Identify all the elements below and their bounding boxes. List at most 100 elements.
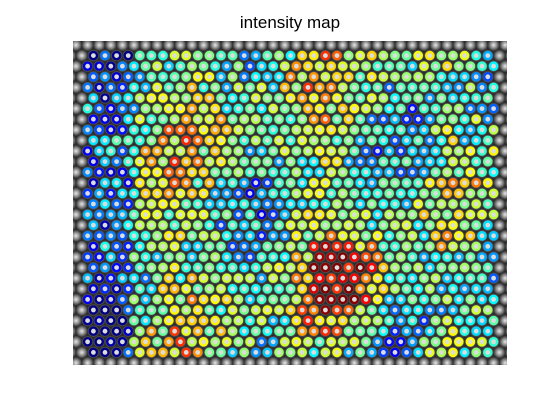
intensity-marker [332, 114, 342, 124]
intensity-marker [308, 262, 319, 273]
lattice-spot [73, 219, 77, 231]
intensity-marker [140, 273, 151, 284]
intensity-marker [349, 209, 360, 220]
intensity-marker [239, 241, 249, 252]
intensity-marker [453, 146, 464, 156]
intensity-marker [233, 167, 244, 177]
intensity-marker [285, 283, 296, 294]
intensity-marker [216, 241, 226, 252]
intensity-marker [378, 220, 389, 230]
intensity-marker [239, 114, 249, 124]
intensity-marker [279, 273, 290, 284]
intensity-marker [268, 125, 279, 135]
intensity-marker [477, 273, 487, 284]
lattice-spot [417, 41, 431, 52]
intensity-marker [216, 220, 226, 230]
intensity-marker [471, 72, 482, 82]
intensity-marker [152, 294, 162, 305]
intensity-marker [303, 315, 313, 326]
intensity-marker [303, 188, 313, 199]
intensity-marker [459, 72, 470, 82]
intensity-marker [192, 135, 203, 146]
intensity-marker [233, 336, 244, 347]
intensity-marker [395, 167, 406, 177]
intensity-marker [372, 125, 383, 135]
intensity-marker [117, 167, 128, 177]
intensity-marker [146, 199, 157, 209]
intensity-marker [279, 146, 290, 156]
intensity-marker [366, 220, 377, 230]
lattice-spot [499, 335, 507, 348]
intensity-marker [332, 220, 342, 230]
intensity-marker [459, 93, 470, 103]
intensity-marker [343, 50, 354, 61]
intensity-marker [250, 114, 261, 124]
intensity-marker [221, 103, 232, 114]
intensity-marker [442, 336, 453, 347]
lattice-spot [278, 41, 291, 52]
intensity-marker [459, 50, 470, 61]
intensity-marker [274, 262, 284, 273]
intensity-marker [245, 209, 255, 220]
intensity-marker [262, 156, 273, 167]
intensity-marker [413, 135, 424, 146]
intensity-marker [361, 188, 371, 199]
intensity-marker [94, 188, 104, 199]
lattice-spot [325, 356, 338, 365]
intensity-marker [465, 82, 476, 93]
intensity-marker [256, 336, 267, 347]
intensity-marker [366, 241, 377, 252]
intensity-marker [378, 283, 389, 294]
intensity-marker [88, 50, 99, 61]
intensity-marker [274, 93, 284, 103]
intensity-marker [419, 336, 429, 347]
intensity-marker [279, 230, 290, 241]
intensity-marker [198, 336, 209, 347]
intensity-marker [424, 135, 435, 146]
intensity-marker [192, 326, 203, 337]
intensity-marker [471, 220, 482, 230]
intensity-marker [320, 72, 331, 82]
intensity-marker [204, 72, 215, 82]
intensity-marker [314, 125, 325, 135]
intensity-marker [221, 252, 232, 262]
intensity-marker [204, 283, 215, 294]
intensity-marker [198, 146, 209, 156]
intensity-marker [227, 283, 238, 294]
intensity-marker [390, 262, 400, 273]
intensity-marker [453, 273, 464, 284]
intensity-marker [395, 125, 406, 135]
intensity-marker [245, 103, 255, 114]
intensity-marker [453, 252, 464, 262]
intensity-marker [216, 177, 226, 188]
intensity-marker [140, 230, 151, 241]
lattice-spot [499, 314, 507, 327]
intensity-marker [123, 114, 133, 124]
intensity-marker [349, 125, 360, 135]
intensity-marker [158, 114, 168, 124]
intensity-marker [407, 125, 418, 135]
intensity-marker [169, 220, 180, 230]
lattice-spot [220, 356, 233, 365]
intensity-marker [361, 167, 371, 177]
intensity-marker [111, 347, 122, 358]
intensity-marker [355, 199, 366, 209]
intensity-marker [442, 167, 453, 177]
intensity-marker [146, 326, 157, 337]
intensity-marker [163, 209, 174, 220]
intensity-marker [430, 103, 441, 114]
intensity-marker [424, 220, 435, 230]
intensity-marker [94, 230, 104, 241]
intensity-marker [256, 167, 267, 177]
intensity-marker [419, 294, 429, 305]
intensity-marker [146, 220, 157, 230]
intensity-marker [419, 209, 429, 220]
intensity-marker [303, 82, 313, 93]
lattice-spot [81, 356, 94, 365]
intensity-marker [477, 336, 487, 347]
intensity-marker [221, 273, 232, 284]
intensity-marker [233, 103, 244, 114]
intensity-marker [413, 347, 424, 358]
lattice-spot [383, 356, 396, 365]
intensity-marker [169, 156, 180, 167]
